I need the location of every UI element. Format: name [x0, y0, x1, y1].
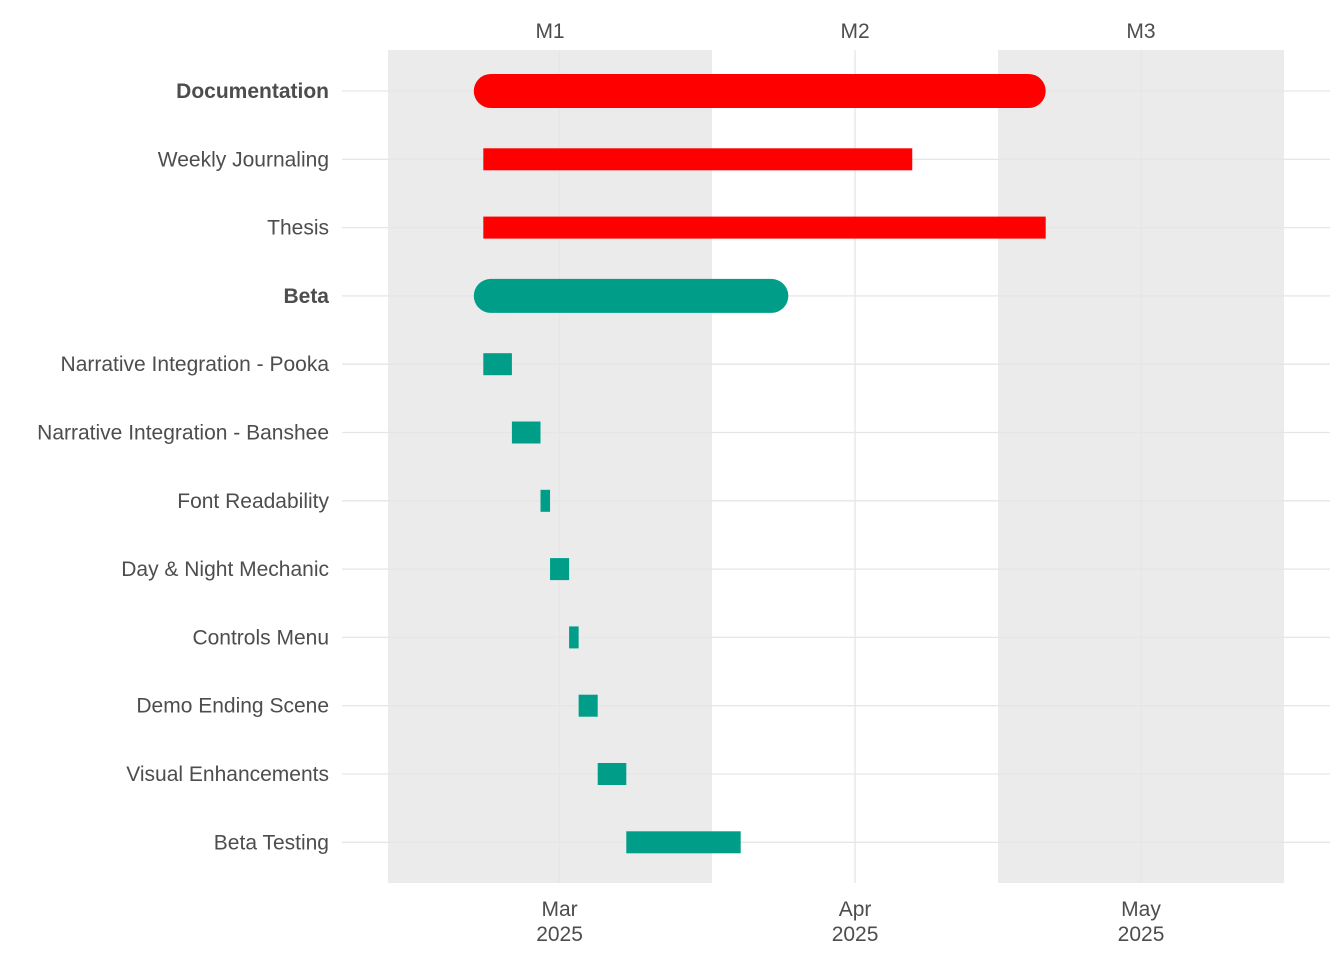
x-tick-label-year: 2025: [1118, 923, 1165, 946]
task-bar: [483, 216, 1046, 239]
x-tick-label-month: Mar: [541, 898, 577, 921]
task-bar: [550, 558, 570, 581]
task-bar: [540, 489, 551, 512]
task-label: Narrative Integration - Banshee: [37, 422, 329, 445]
group-bar: [473, 74, 1046, 108]
group-bar: [473, 278, 789, 313]
task-label: Thesis: [267, 217, 329, 240]
task-bars: [473, 74, 1046, 854]
month-band-m1: [388, 50, 713, 883]
task-label: Day & Night Mechanic: [121, 558, 329, 581]
x-tick-label-year: 2025: [536, 923, 583, 946]
month-band-label: M1: [535, 20, 564, 43]
x-tick-label-month: Apr: [839, 898, 872, 921]
group-label: Beta: [283, 285, 329, 308]
task-bar: [626, 831, 741, 854]
task-label: Visual Enhancements: [126, 763, 329, 786]
task-label: Narrative Integration - Pooka: [61, 353, 330, 376]
task-bar: [483, 148, 913, 171]
task-label: Demo Ending Scene: [136, 695, 329, 718]
task-bar: [597, 763, 627, 785]
task-label: Weekly Journaling: [158, 148, 329, 171]
month-bands: [388, 50, 1284, 883]
task-label: Font Readability: [177, 490, 329, 513]
task-bar: [483, 353, 512, 376]
task-bar: [578, 694, 598, 717]
month-band-labels: M1 M2 M3: [535, 20, 1155, 43]
task-label: Controls Menu: [192, 626, 329, 649]
task-label: Beta Testing: [214, 831, 329, 854]
task-labels: Documentation Weekly Journaling Thesis Beta…: [37, 80, 329, 854]
task-bar: [511, 421, 541, 444]
task-bar: [569, 626, 579, 649]
x-tick-label-month: May: [1121, 898, 1161, 921]
month-band-label: M2: [840, 20, 869, 43]
month-band-label: M3: [1126, 20, 1155, 43]
group-label: Documentation: [176, 80, 329, 103]
x-tick-label-year: 2025: [832, 923, 879, 946]
